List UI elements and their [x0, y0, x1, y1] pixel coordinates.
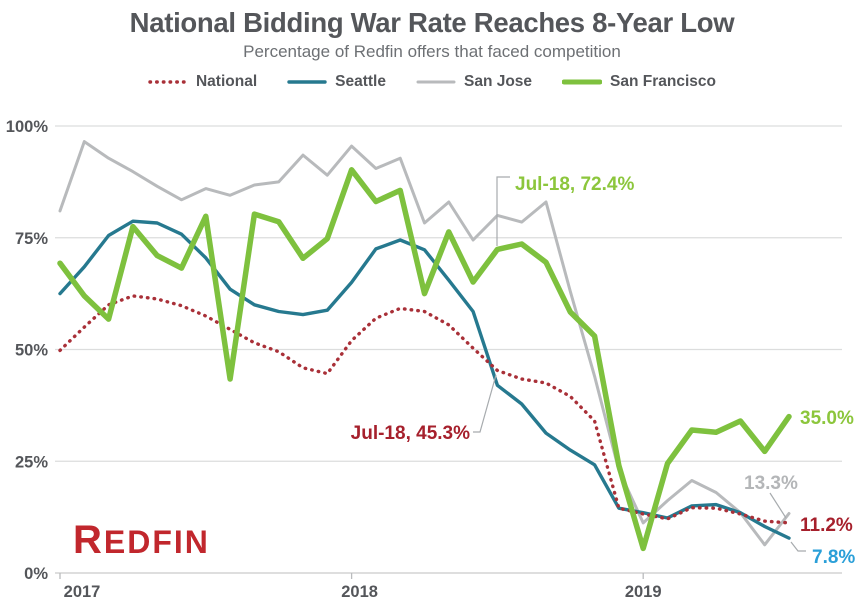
legend-item-san-francisco: San Francisco	[562, 73, 716, 91]
y-axis-label-75: 75%	[15, 230, 48, 248]
annotation-national-end: 11.2%	[800, 515, 853, 536]
callout-line-seattle-end	[790, 541, 806, 552]
annotation-sf-end: 35.0%	[800, 408, 854, 429]
x-axis-label-2017: 2017	[64, 583, 101, 601]
series-line-national	[58, 294, 791, 525]
annotation-seattle-end: 7.8%	[812, 547, 855, 568]
legend-swatch-seattle-icon	[287, 80, 327, 84]
legend-label-national: National	[195, 73, 258, 90]
callout-line-sf-jul18	[496, 176, 510, 246]
page-title: National Bidding War Rate Reaches 8-Year…	[129, 7, 735, 38]
chart-legend: National Seattle San Jose San Francisco	[0, 73, 864, 91]
legend-item-seattle: Seattle	[287, 73, 386, 91]
callout-line-sanjose-end	[769, 492, 787, 519]
x-axis-label-2018: 2018	[341, 583, 378, 601]
annotation-sf-jul18: Jul-18, 72.4%	[515, 174, 634, 195]
legend-swatch-san-francisco-icon	[562, 79, 603, 85]
y-axis-label-100: 100%	[6, 118, 49, 136]
legend-item-national: National	[148, 73, 257, 91]
annotation-national-jul18: Jul-18, 45.3%	[351, 423, 470, 444]
callout-line-national-jul18	[473, 374, 497, 433]
legend-label-san-francisco: San Francisco	[610, 73, 717, 90]
series-line-san-francisco	[57, 167, 792, 552]
x-axis-label-2019: 2019	[625, 583, 662, 601]
legend-label-san-jose: San Jose	[463, 73, 533, 90]
legend-item-san-jose: San Jose	[416, 73, 532, 91]
legend-swatch-national-icon	[148, 80, 188, 84]
chart-subtitle: Percentage of Redfin offers that faced c…	[243, 42, 621, 61]
series-line-san-jose	[58, 140, 791, 547]
y-axis-label-50: 50%	[15, 342, 48, 360]
annotation-sanjose-end: 13.3%	[744, 473, 798, 494]
redfin-logo: REDFIN	[73, 518, 210, 562]
legend-swatch-san-jose-icon	[416, 80, 456, 84]
y-axis-label-0: 0%	[24, 565, 48, 583]
legend-label-seattle: Seattle	[335, 73, 386, 90]
y-axis-label-25: 25%	[15, 453, 48, 471]
